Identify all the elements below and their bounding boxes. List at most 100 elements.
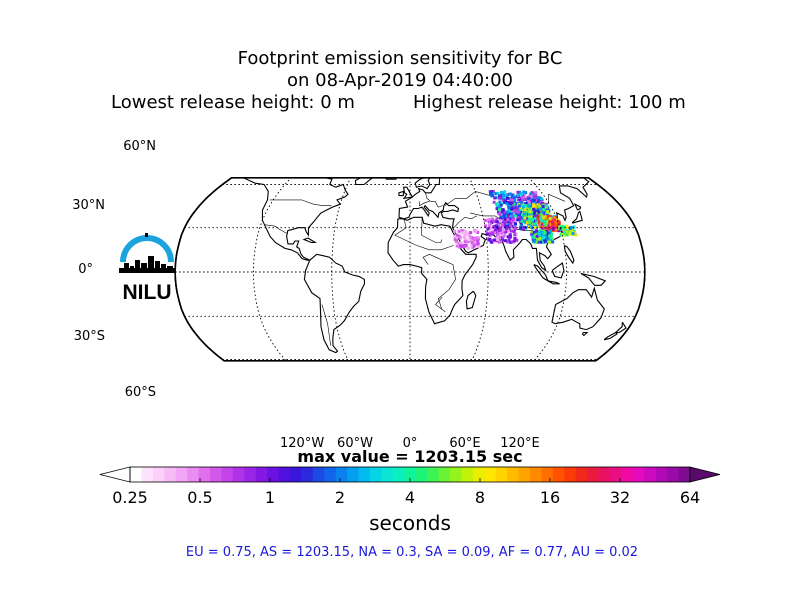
plume-cell xyxy=(534,191,538,195)
plume-cell xyxy=(536,214,540,218)
plume-cell xyxy=(507,214,510,218)
plume-cell xyxy=(510,207,514,211)
plume-cell xyxy=(507,196,511,200)
plume-cell xyxy=(483,218,487,222)
plume-cell xyxy=(455,244,459,248)
colorbar-cell xyxy=(267,467,279,482)
plume-cell xyxy=(522,227,526,231)
plume-cell xyxy=(532,230,536,234)
plume-cell xyxy=(535,234,539,238)
plume-cell xyxy=(554,228,558,232)
colorbar-cell xyxy=(347,467,359,482)
plume-cell xyxy=(465,240,469,244)
lat-label-0: 0° xyxy=(78,262,93,277)
colorbar-cell xyxy=(244,467,257,482)
plume-cell xyxy=(524,191,528,195)
plume-cell xyxy=(510,205,514,209)
plume-cell xyxy=(459,241,463,245)
plume-cell xyxy=(506,220,510,224)
plume-cell xyxy=(473,242,477,246)
plume-cell xyxy=(510,227,514,231)
plume-cell xyxy=(561,233,565,237)
plume-cell xyxy=(497,229,501,233)
meridian xyxy=(451,177,489,361)
plume-cell xyxy=(490,232,493,236)
country-border-0 xyxy=(269,199,332,206)
plume-cell xyxy=(547,209,551,213)
plume-cell xyxy=(489,191,493,195)
lat-label-60s: 60°S xyxy=(124,385,156,400)
plume-cell xyxy=(518,217,522,221)
plume-cell xyxy=(536,196,540,200)
colorbar-cell xyxy=(221,467,234,482)
plume-cell xyxy=(548,240,552,244)
plume-cell xyxy=(536,199,540,203)
plume-cell xyxy=(509,229,513,233)
plume-cell xyxy=(476,242,480,245)
plume-cell xyxy=(545,210,549,214)
colorbar-cell xyxy=(141,467,154,482)
colorbar-cell xyxy=(175,467,188,482)
plume-cell xyxy=(500,210,504,214)
plume-cell xyxy=(531,218,534,222)
colorbar-cell xyxy=(404,467,417,482)
plume-cell xyxy=(520,204,523,208)
plume-cell xyxy=(547,223,551,227)
colorbar-cell xyxy=(472,467,485,482)
plume-cell xyxy=(506,229,510,233)
plume-cell xyxy=(523,212,527,216)
max-value: max value = 1203.15 sec xyxy=(297,447,523,466)
plume-cell xyxy=(545,204,549,208)
plume-cell xyxy=(571,232,575,235)
coastline-12 xyxy=(551,262,565,279)
plume-cell xyxy=(539,225,543,229)
plume-cell xyxy=(542,236,546,240)
colorbar-cell xyxy=(632,467,645,482)
plume-cell xyxy=(501,197,505,201)
plume-cell xyxy=(513,237,517,240)
meridian xyxy=(252,177,327,361)
regional-values: EU = 0.75, AS = 1203.15, NA = 0.3, SA = … xyxy=(185,545,639,560)
plume-cell xyxy=(493,228,497,232)
plume-cell xyxy=(510,212,514,216)
plume-cell xyxy=(497,234,501,238)
plume-cell xyxy=(488,238,492,242)
plume-cell xyxy=(508,219,512,223)
coastline-4 xyxy=(465,290,477,310)
plume-cell xyxy=(472,244,476,248)
plume-cell xyxy=(492,200,496,204)
plume-cell xyxy=(460,229,464,233)
lon-label-0: 0° xyxy=(402,436,418,451)
coastline-7 xyxy=(398,190,405,197)
meridian xyxy=(493,177,568,361)
meridian xyxy=(331,177,369,361)
plume-cell xyxy=(507,206,511,210)
plume-cell xyxy=(514,208,518,212)
plume-cell xyxy=(516,218,520,222)
plume-cell xyxy=(512,217,516,221)
plume-cell xyxy=(563,231,567,235)
plume-cell xyxy=(561,225,565,229)
colorbar-tick-label: 32 xyxy=(609,488,631,507)
plume-cell xyxy=(513,199,517,203)
plume-cell xyxy=(542,213,546,217)
plume-cell xyxy=(525,209,529,213)
nilu-logo: NILU xyxy=(119,233,175,304)
plume-cell xyxy=(474,236,478,240)
plume-cell xyxy=(526,196,530,200)
plume-cell xyxy=(502,222,506,226)
plume-cell xyxy=(486,237,489,241)
plume-cell xyxy=(461,231,464,235)
plume-cell xyxy=(543,239,547,243)
plume-cell xyxy=(553,220,556,224)
plume-cell xyxy=(513,226,517,230)
plume-cell xyxy=(463,230,467,234)
plume-cell xyxy=(512,194,516,198)
colorbar-tick-label: 16 xyxy=(539,488,561,507)
lat-label-30s: 30°S xyxy=(73,329,105,344)
plume-cell xyxy=(498,212,502,216)
plume-cell xyxy=(487,225,491,228)
plume-cell xyxy=(514,222,517,226)
plume-cell xyxy=(496,191,500,195)
plume-cell xyxy=(533,224,537,228)
